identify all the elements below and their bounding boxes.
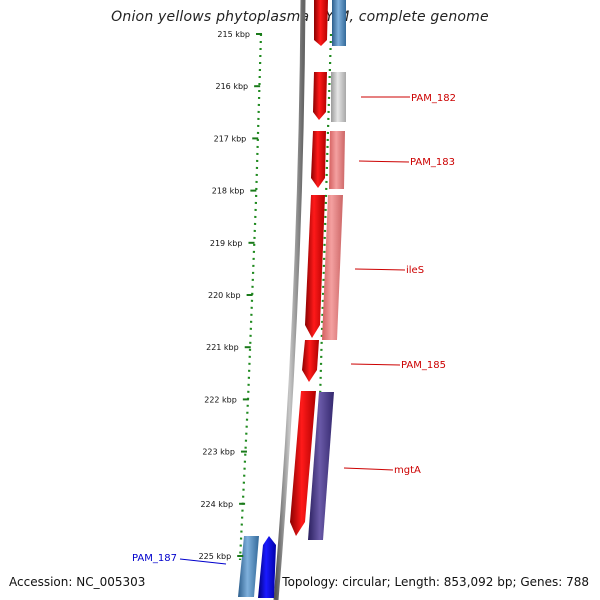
gene-block-pink <box>329 131 345 189</box>
kbp-tick-label: 219 kbp <box>210 239 243 248</box>
kbp-tick-label: 215 kbp <box>217 30 250 39</box>
gene-label-mgta: mgtA <box>394 465 421 476</box>
label-leader-iles <box>354 268 406 271</box>
gene-label-pam183: PAM_183 <box>410 157 455 168</box>
label-leader-pam185 <box>350 363 401 366</box>
genome-backbone <box>273 0 306 600</box>
gene-arrow-reverse <box>258 536 276 598</box>
gene-arrow-forward <box>314 0 328 46</box>
kbp-tick-label: 217 kbp <box>214 134 247 143</box>
gene-label-pam185: PAM_185 <box>401 360 446 371</box>
gene-block-gray <box>331 72 346 122</box>
label-leader-mgta <box>343 467 394 471</box>
accession-label: Accession: NC_005303 <box>9 575 146 589</box>
gene-block-purple <box>308 392 334 540</box>
gene-label-iles: ileS <box>406 265 424 276</box>
kbp-tick-label: 225 kbp <box>199 552 232 561</box>
kbp-tick-label: 221 kbp <box>206 343 239 352</box>
kbp-tick-label: 216 kbp <box>216 82 249 91</box>
gene-arrow-forward <box>305 195 325 338</box>
gene-arrow-forward <box>290 391 316 536</box>
gene-arrow-forward <box>302 340 319 382</box>
gene-block-steel <box>238 536 259 597</box>
gene-arrow-forward <box>311 131 326 188</box>
gene-label-pam182: PAM_182 <box>411 93 456 104</box>
topology-label: Topology: circular; Length: 853,092 bp; … <box>282 575 589 589</box>
kbp-tick-label: 223 kbp <box>202 448 235 457</box>
kbp-tick-label: 218 kbp <box>212 187 245 196</box>
kbp-tick-label: 220 kbp <box>208 291 241 300</box>
gene-block-pink <box>322 195 343 340</box>
gene-label-pam187: PAM_187 <box>132 553 177 564</box>
coordinate-ticks: 215 kbp 216 kbp 217 kbp 218 kbp 219 kbp 220 k… <box>199 30 262 561</box>
label-leader-pam183 <box>358 160 410 163</box>
gene-block-steel <box>332 0 346 46</box>
gene-arrow-forward <box>313 72 327 120</box>
map-title: Onion yellows phytoplasma OY-M, complete… <box>111 9 489 25</box>
outer-dotted-ring <box>314 33 333 541</box>
inner-dotted-ring <box>238 33 263 561</box>
kbp-tick-label: 222 kbp <box>204 395 237 404</box>
label-leader-pam187 <box>179 558 227 565</box>
kbp-tick-label: 224 kbp <box>200 500 233 509</box>
